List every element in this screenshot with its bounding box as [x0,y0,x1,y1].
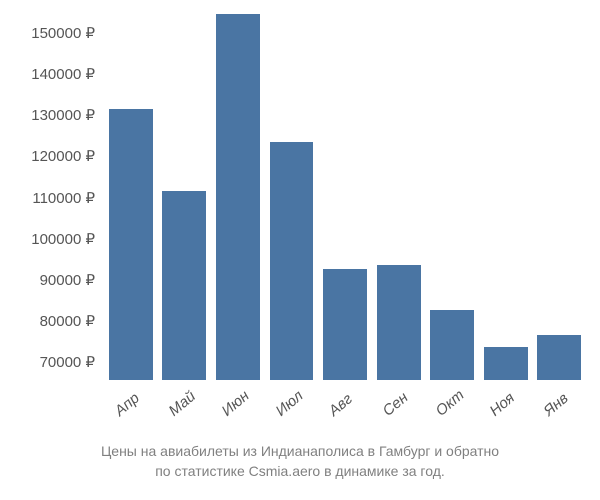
bar-slot [479,10,533,380]
bar [270,142,314,380]
bar-slot [372,10,426,380]
caption-line-2: по статистике Csmia.aero в динамике за г… [155,463,445,479]
y-tick-label: 70000 ₽ [0,353,95,371]
y-tick-label: 90000 ₽ [0,271,95,289]
bar-slot [318,10,372,380]
plot-area [100,10,590,380]
y-tick-label: 150000 ₽ [0,24,95,42]
x-tick-label: Янв [540,372,600,445]
bar [430,310,474,380]
bar-slot [425,10,479,380]
x-axis: АпрМайИюнИюлАвгСенОктНояЯнв [100,386,590,436]
y-tick-label: 120000 ₽ [0,147,95,165]
y-tick-label: 80000 ₽ [0,312,95,330]
bar-slot [158,10,212,380]
bar [377,265,421,380]
y-axis: 70000 ₽ 80000 ₽ 90000 ₽ 100000 ₽ 110000 ₽ 120… [0,10,95,380]
y-tick-label: 100000 ₽ [0,230,95,248]
caption-line-1: Цены на авиабилеты из Индианаполиса в Га… [101,443,499,459]
y-tick-label: 130000 ₽ [0,106,95,124]
bar-slot [211,10,265,380]
price-bar-chart: 70000 ₽ 80000 ₽ 90000 ₽ 100000 ₽ 110000 ₽ 120… [0,0,600,500]
bar-slot [104,10,158,380]
y-tick-label: 140000 ₽ [0,65,95,83]
bar-slot [265,10,319,380]
bar [109,109,153,380]
y-tick-label: 110000 ₽ [0,189,95,207]
chart-caption: Цены на авиабилеты из Индианаполиса в Га… [0,442,600,481]
y-tick-label: 160000 ₽ [0,0,95,1]
bar [484,347,528,380]
bar [162,191,206,380]
bars-container [100,10,590,380]
bar-slot [533,10,587,380]
bar [216,14,260,380]
bar [537,335,581,380]
bar [323,269,367,380]
